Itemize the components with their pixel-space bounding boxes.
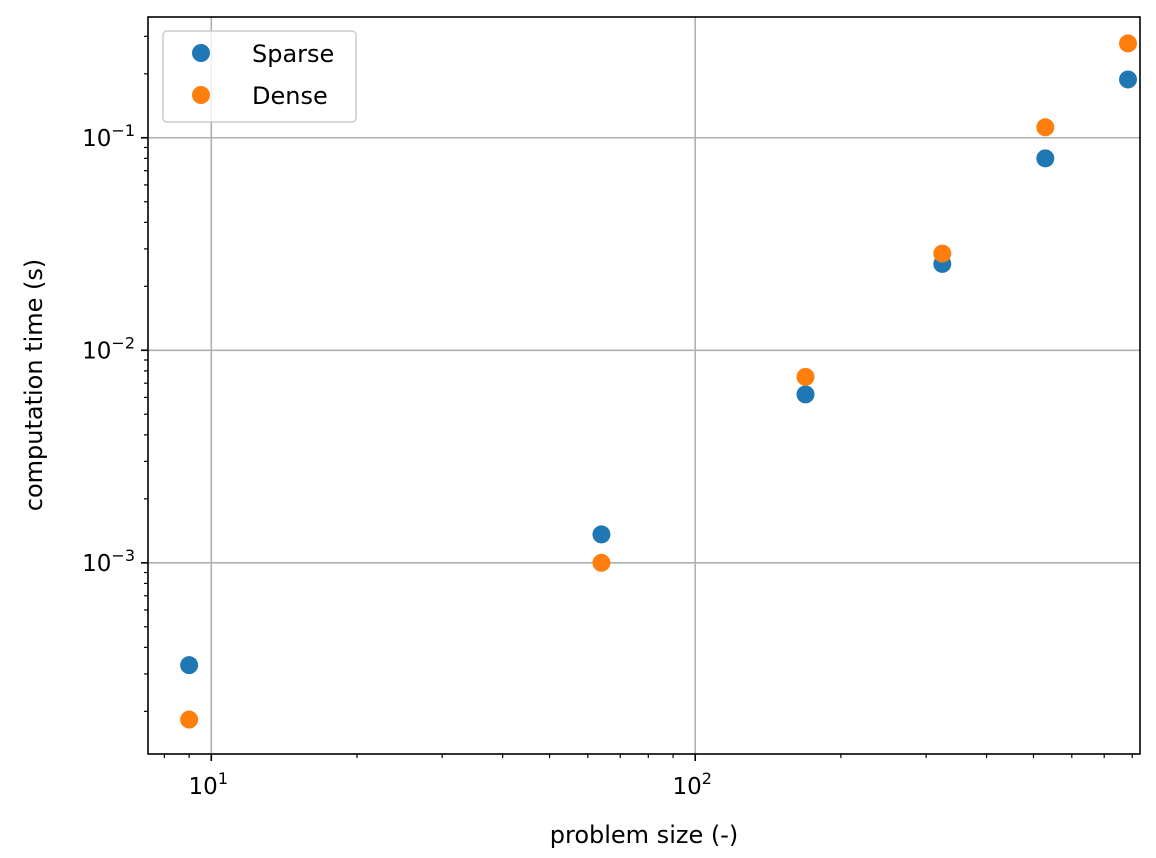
- point-sparse: [796, 385, 815, 404]
- legend-marker-sparse: [192, 44, 210, 62]
- point-dense: [933, 244, 952, 263]
- point-sparse: [592, 525, 611, 544]
- data-points: [180, 34, 1138, 729]
- point-dense: [180, 710, 199, 729]
- legend-marker-dense: [192, 86, 210, 104]
- grid: [148, 17, 1140, 754]
- point-sparse: [180, 656, 199, 675]
- point-dense: [1036, 118, 1055, 137]
- plot-frame: [147, 16, 1141, 755]
- y-axis-label: computation time (s): [20, 259, 48, 512]
- y-tick-label: 10−2: [82, 333, 135, 364]
- y-tick-label: 10−3: [82, 546, 135, 577]
- x-tick-label: 102: [672, 769, 711, 800]
- point-dense: [592, 553, 611, 572]
- point-sparse: [1119, 70, 1138, 89]
- y-tick-label: 10−1: [82, 121, 135, 152]
- legend-label-dense: Dense: [252, 82, 328, 110]
- x-tick-label: 101: [189, 769, 228, 800]
- legend: Sparse Dense: [162, 30, 357, 123]
- legend-label-sparse: Sparse: [252, 40, 334, 68]
- legend-box: [162, 30, 357, 123]
- major-ticks: 101 102 10−3 10−2 10−1: [82, 121, 712, 800]
- x-axis-label: problem size (-): [550, 821, 738, 849]
- point-dense: [796, 367, 815, 386]
- plot-background: [148, 17, 1140, 754]
- point-dense: [1119, 34, 1138, 53]
- point-sparse: [1036, 149, 1055, 168]
